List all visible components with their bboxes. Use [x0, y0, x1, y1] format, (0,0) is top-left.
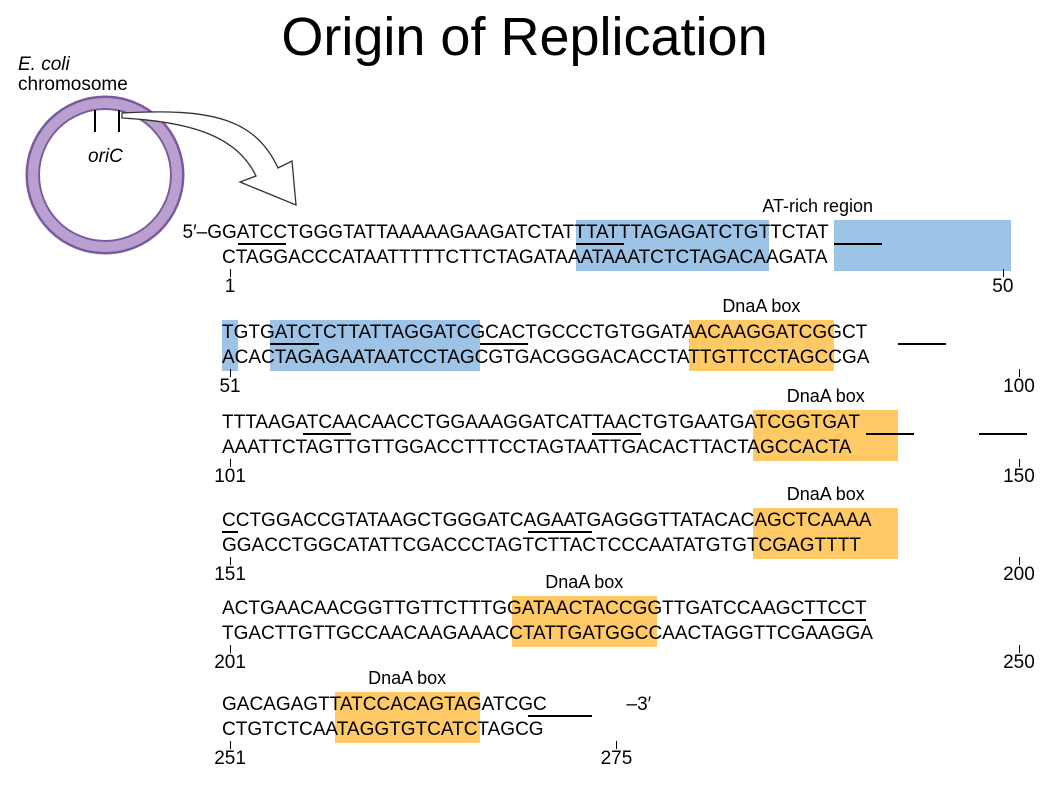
chromosome-label: chromosome: [18, 74, 128, 95]
gatc-underline: [270, 343, 319, 345]
position-number-start: 1: [224, 276, 236, 297]
gatc-underline: [479, 343, 528, 345]
highlight-dnaa: [688, 320, 834, 371]
gatc-underline: [527, 531, 593, 533]
position-tick: [616, 741, 618, 749]
chromosome-ring-inner: [38, 108, 172, 242]
position-number-end: 150: [1003, 466, 1035, 487]
position-tick: [230, 459, 232, 467]
position-number-start: 251: [214, 748, 246, 769]
position-tick: [230, 557, 232, 565]
position-number-end: 275: [600, 748, 633, 769]
region-label: DnaA box: [786, 484, 865, 504]
bottom-strand: CTAGGACCCATAATTTTTCTTCTAGATAAATAAATCTCTA…: [222, 247, 828, 268]
position-tick: [230, 741, 232, 749]
three-prime-end: –3′: [626, 694, 652, 715]
chromosome-species: E. coli: [18, 54, 70, 75]
gatc-underline: [866, 433, 915, 435]
position-tick: [1018, 459, 1020, 467]
gatc-underline: [801, 619, 866, 621]
zoom-arrow-icon: [121, 111, 297, 207]
position-tick: [1018, 369, 1020, 377]
region-label: DnaA box: [722, 296, 801, 316]
gatc-underline: [592, 433, 641, 435]
region-label: DnaA box: [368, 668, 447, 688]
gatc-underline: [898, 343, 947, 345]
gatc-underline: [527, 715, 593, 717]
highlight-at: [833, 220, 1011, 271]
position-tick: [1018, 645, 1020, 653]
top-strand: GATCCTGGGTATTAAAAAGAAGATCTATTTATTTAGAGAT…: [222, 222, 829, 243]
bottom-strand: TGACTTGTTGCCAACAAGAAACCTATTGATGGCCAACTAG…: [222, 623, 873, 644]
position-number-end: 250: [1003, 652, 1035, 673]
oric-label: oriC: [88, 146, 123, 167]
gatc-underline: [302, 433, 351, 435]
position-number-end: 200: [1003, 564, 1035, 585]
position-number-start: 151: [214, 564, 246, 585]
position-number-start: 201: [214, 652, 246, 673]
gatc-underline: [222, 531, 239, 533]
position-tick: [230, 269, 232, 277]
top-strand: TTTAAGATCAACAACCTGGAAAGGATCATTAACTGTGAAT…: [222, 412, 860, 433]
position-tick: [230, 369, 232, 377]
highlight-dnaa: [334, 692, 480, 743]
chromosome-diagram: [25, 95, 297, 255]
chromosome-ring: [28, 98, 182, 252]
region-label: AT-rich region: [762, 196, 874, 216]
highlight-at: [222, 320, 239, 371]
position-tick: [1018, 557, 1020, 565]
gatc-underline: [238, 243, 287, 245]
five-prime-end: 5′–G: [182, 222, 222, 243]
highlight-dnaa: [753, 508, 899, 559]
bottom-strand: ACACTAGAGAATAATCCTAGCGTGACGGGACACCTATTGT…: [222, 347, 870, 368]
position-number-end: 100: [1003, 376, 1035, 397]
position-tick: [1002, 269, 1004, 277]
region-label: DnaA box: [545, 572, 624, 592]
page-title: Origin of Replication: [281, 7, 768, 67]
highlight-dnaa: [511, 596, 657, 647]
position-number-start: 51: [219, 376, 241, 397]
highlight-at: [576, 220, 770, 271]
top-strand: TGTGATCTCTTATTAGGATCGCACTGCCCTGTGGATAACA…: [222, 322, 868, 343]
chromosome-ring-outer: [25, 95, 185, 255]
highlight-dnaa: [753, 410, 899, 461]
top-strand: CCTGGACCGTATAAGCTGGGATCAGAATGAGGGTTATACA…: [222, 510, 872, 531]
bottom-strand: AAATTCTAGTTGTTGGACCTTTCCTAGTAATTGACACTTA…: [222, 437, 852, 458]
top-strand: GACAGAGTTATCCACAGTAGATCGC: [222, 694, 547, 715]
bottom-strand: GGACCTGGCATATTCGACCCTAGTCTTACTCCCAATATGT…: [222, 535, 861, 556]
position-tick: [230, 645, 232, 653]
gatc-underline: [978, 433, 1027, 435]
top-strand: ACTGAACAACGGTTGTTCTTTGGATAACTACCGGTTGATC…: [222, 598, 867, 619]
bottom-strand: CTGTCTCAATAGGTGTCATCTAGCG: [222, 719, 544, 740]
gatc-underline: [576, 243, 625, 245]
highlight-at: [270, 320, 480, 371]
gatc-underline: [833, 243, 883, 245]
position-number-end: 50: [992, 276, 1014, 297]
region-label: DnaA box: [786, 386, 865, 406]
position-number-start: 101: [214, 466, 246, 487]
